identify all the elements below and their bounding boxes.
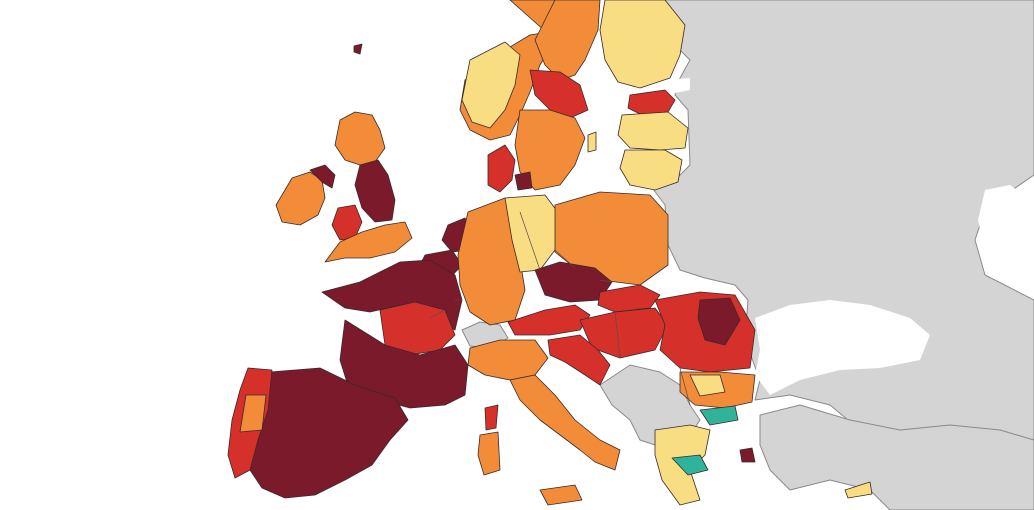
region-romania-east bbox=[697, 297, 741, 346]
region-scotland bbox=[334, 111, 386, 166]
region-cyprus bbox=[844, 481, 873, 499]
region-slovenia-croatia bbox=[547, 334, 611, 386]
region-greece-islands bbox=[739, 447, 756, 463]
region-poland bbox=[554, 191, 669, 286]
region-greece-central bbox=[671, 454, 709, 476]
region-iceland-north bbox=[353, 43, 363, 55]
region-denmark bbox=[487, 144, 516, 193]
region-lithuania bbox=[619, 149, 683, 191]
region-finland bbox=[599, 0, 686, 89]
region-sardinia bbox=[477, 431, 501, 476]
region-gotland bbox=[587, 131, 597, 153]
region-england-north bbox=[354, 159, 396, 223]
caspian-sea bbox=[978, 185, 1034, 270]
region-portugal-orange bbox=[239, 394, 267, 433]
region-england-south bbox=[324, 221, 413, 263]
turkey-land bbox=[759, 404, 1034, 510]
region-greece-north bbox=[699, 405, 739, 426]
region-sweden-central bbox=[529, 69, 589, 119]
region-northern-ireland bbox=[309, 164, 336, 189]
region-latvia bbox=[617, 111, 689, 151]
region-denmark-islands bbox=[514, 171, 533, 191]
region-borders bbox=[429, 211, 691, 406]
region-corsica bbox=[484, 404, 499, 431]
region-bulgaria-yellow bbox=[689, 374, 726, 397]
region-italy-south bbox=[509, 374, 621, 471]
region-sweden-south bbox=[514, 109, 586, 191]
region-sweden-north bbox=[534, 0, 601, 81]
black-sea bbox=[755, 300, 930, 395]
region-sicily bbox=[539, 484, 583, 506]
region-norway-west bbox=[461, 41, 521, 129]
region-germany-east bbox=[504, 194, 561, 273]
region-slovakia bbox=[597, 284, 661, 313]
